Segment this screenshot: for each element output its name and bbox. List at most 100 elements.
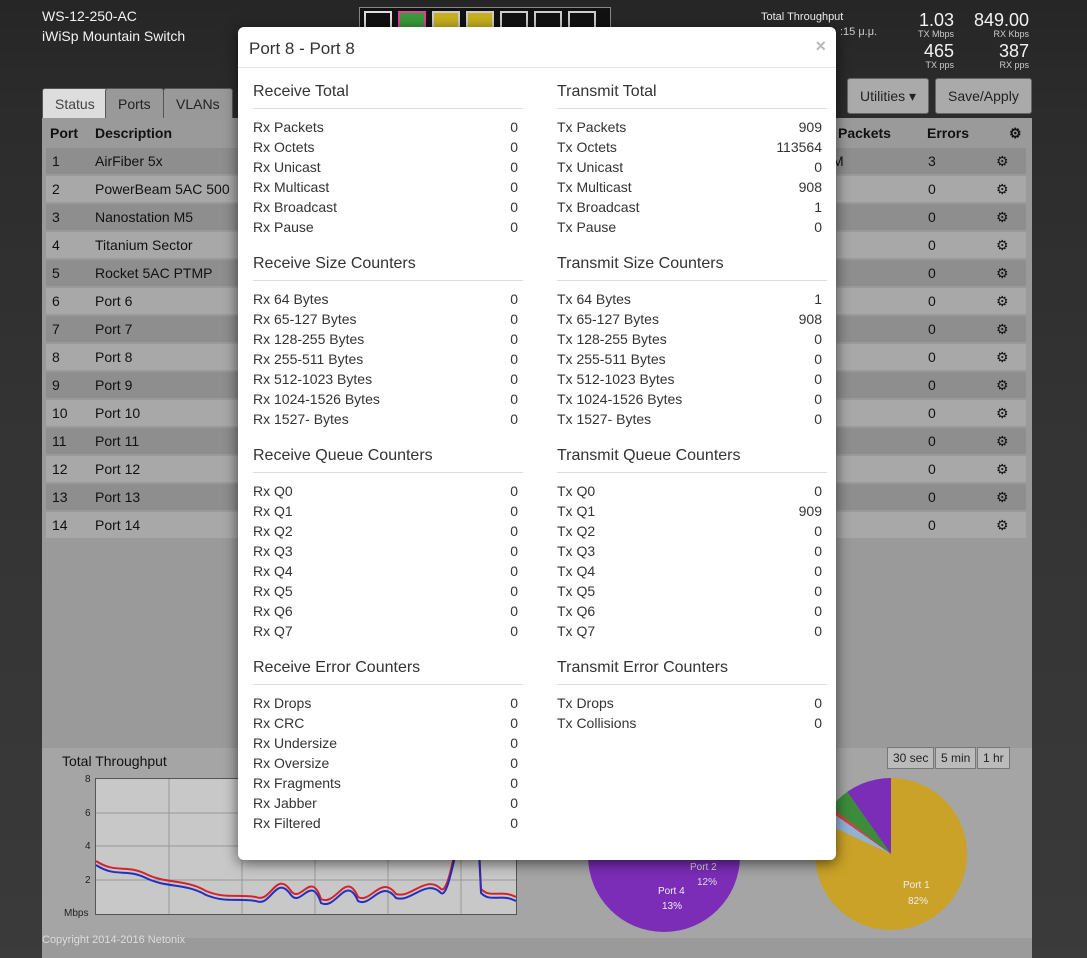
stat-label: TX pps [925,60,954,70]
y-tick: 8 [85,774,91,785]
counter-label: Rx Undersize [253,735,338,751]
counter-value: 0 [510,795,518,811]
counter-label: Tx 255-511 Bytes [557,351,666,367]
pie-label: Port 2 [690,862,717,873]
port-description: Port 14 [95,517,141,533]
gear-icon[interactable]: ⚙ [1009,125,1022,141]
counter-value: 0 [814,603,822,619]
counter-label: Tx Q4 [557,563,596,579]
gear-icon[interactable]: ⚙ [996,405,1009,421]
gear-icon[interactable]: ⚙ [996,461,1009,477]
counter-row: Rx Q5 0 [253,581,523,601]
port-packets: M [832,153,844,169]
range-5min-button[interactable]: 5 min [935,747,977,769]
section-title: Receive Queue Counters [253,441,523,473]
counter-row: Tx Pause 0 [557,217,827,237]
counter-value: 0 [510,735,518,751]
counter-row: Tx 255-511 Bytes 0 [557,349,827,369]
port-errors: 0 [928,265,936,281]
port-description: Port 7 [95,321,133,337]
gear-icon[interactable]: ⚙ [996,321,1009,337]
counter-label: Rx 512-1023 Bytes [253,371,373,387]
counter-value: 909 [798,503,822,519]
gear-icon[interactable]: ⚙ [996,517,1009,533]
counter-row: Rx 1527- Bytes 0 [253,409,523,429]
counter-label: Tx Q6 [557,603,596,619]
counter-row: Rx 1024-1526 Bytes 0 [253,389,523,409]
port-errors: 0 [928,293,936,309]
counter-value: 0 [510,523,518,539]
pie-label: 13% [662,901,683,912]
counter-row: Rx Q2 0 [253,521,523,541]
counter-label: Tx 1527- Bytes [557,411,652,427]
counter-label: Rx Q7 [253,623,293,639]
stat-value: 849.00 [973,10,1029,30]
counter-row: Rx Q6 0 [253,601,523,621]
counter-value: 1 [814,199,822,215]
counter-label: Rx CRC [253,715,305,731]
port-errors: 0 [928,461,936,477]
transmit-column: Transmit Total Tx Packets 909 Tx Octets 1135… [557,77,827,745]
port-errors: 0 [928,433,936,449]
counter-value: 0 [510,755,518,771]
y-tick: 4 [85,841,91,852]
gear-icon[interactable]: ⚙ [996,265,1009,281]
tab-ports[interactable]: Ports [105,88,164,119]
utilities-button[interactable]: Utilities ▾ [847,78,930,114]
tab-vlans[interactable]: VLANs [163,88,233,119]
save-apply-button[interactable]: Save/Apply [935,78,1032,114]
counter-value: 0 [510,815,518,831]
port-description: PowerBeam 5AC 500 [95,181,230,197]
counter-label: Rx Multicast [253,179,330,195]
gear-icon[interactable]: ⚙ [996,293,1009,309]
gear-icon[interactable]: ⚙ [996,489,1009,505]
port-description: Port 10 [95,405,141,421]
counter-section: Transmit Error Counters Tx Drops 0 Tx Colli… [557,653,827,733]
counter-value: 0 [510,775,518,791]
port-errors: 3 [928,153,936,169]
counter-value: 0 [814,331,822,347]
gear-icon[interactable]: ⚙ [996,209,1009,225]
col-header-description: Description [95,125,173,141]
close-icon[interactable]: × [815,36,826,56]
counter-section: Transmit Queue Counters Tx Q0 0 Tx Q1 909 Tx … [557,441,827,641]
tab-status[interactable]: Status [42,88,108,119]
counter-label: Rx Q2 [253,523,293,539]
counter-section: Receive Total Rx Packets 0 Rx Octets 0 Rx Uni… [253,77,523,237]
section-title: Transmit Queue Counters [557,441,827,473]
section-title: Receive Error Counters [253,653,523,685]
range-30sec-button[interactable]: 30 sec [887,747,935,769]
stat-value: 1.03 [918,10,954,30]
gear-icon[interactable]: ⚙ [996,349,1009,365]
counter-label: Rx Q3 [253,543,293,559]
gear-icon[interactable]: ⚙ [996,237,1009,253]
counter-value: 0 [510,139,518,155]
pie-label: 82% [908,896,929,907]
counter-value: 0 [510,563,518,579]
counter-value: 909 [798,119,822,135]
port-number: 5 [52,265,60,281]
counter-value: 0 [814,391,822,407]
port-number: 2 [52,181,60,197]
range-1hr-button[interactable]: 1 hr [977,747,1010,769]
counter-label: Rx Pause [253,219,314,235]
counter-section: Transmit Size Counters Tx 64 Bytes 1 Tx 65-… [557,249,827,429]
counter-label: Rx Q4 [253,563,293,579]
counter-label: Rx 64 Bytes [253,291,329,307]
throughput-time: :15 μ.μ. [840,26,878,38]
gear-icon[interactable]: ⚙ [996,377,1009,393]
counter-row: Tx 1024-1526 Bytes 0 [557,389,827,409]
section-title: Receive Total [253,77,523,109]
gear-icon[interactable]: ⚙ [996,433,1009,449]
counter-value: 0 [814,695,822,711]
counter-label: Rx 1527- Bytes [253,411,349,427]
counter-row: Tx 64 Bytes 1 [557,289,827,309]
counter-row: Rx 64 Bytes 0 [253,289,523,309]
gear-icon[interactable]: ⚙ [996,181,1009,197]
counter-row: Rx Unicast 0 [253,157,523,177]
counter-row: Tx Q3 0 [557,541,827,561]
counter-label: Tx Q2 [557,523,596,539]
section-title: Receive Size Counters [253,249,523,281]
gear-icon[interactable]: ⚙ [996,153,1009,169]
stat-label: RX Kbps [993,29,1029,39]
